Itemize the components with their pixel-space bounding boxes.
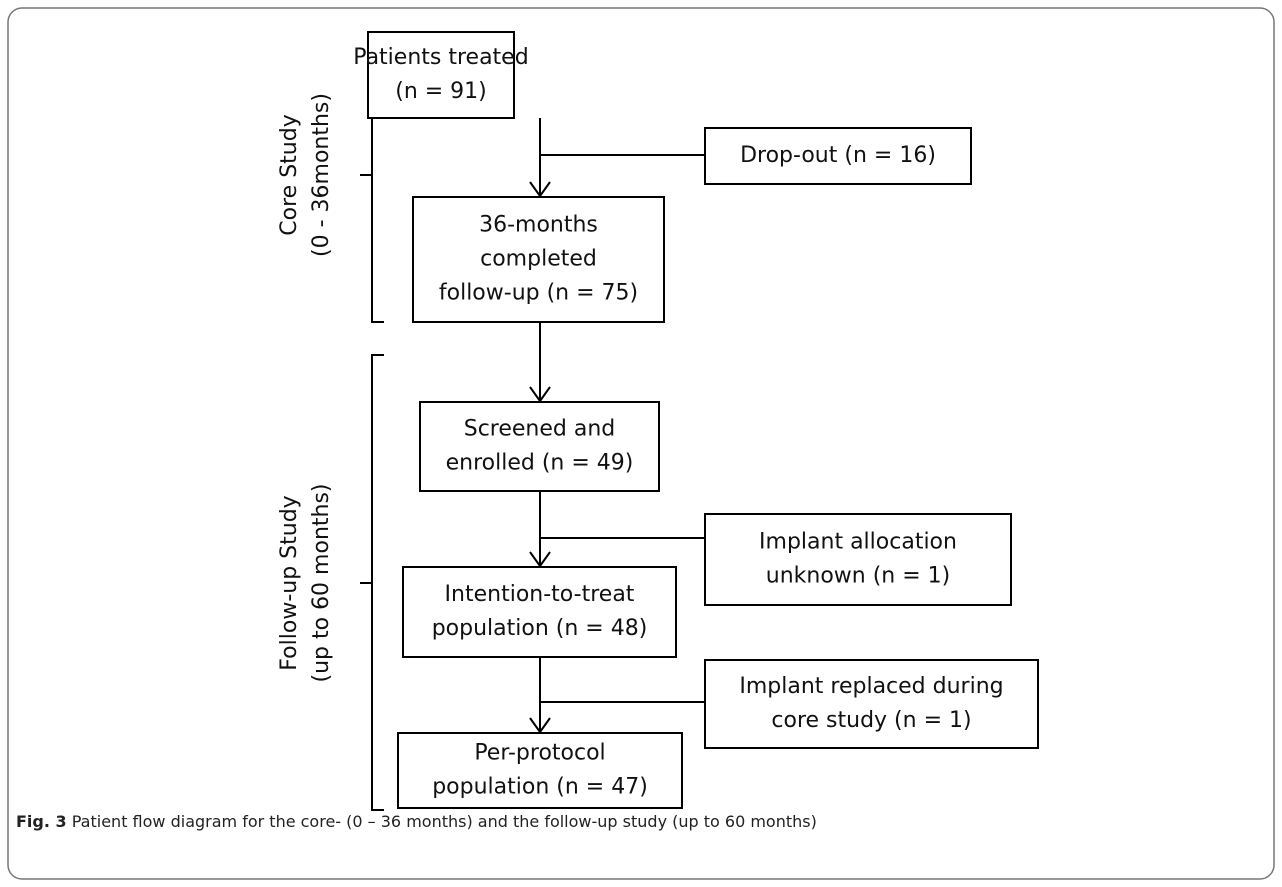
- group-label: Follow-up Study: [277, 495, 302, 670]
- node-label: Intention-to-treat: [445, 582, 635, 607]
- node-box: [704, 659, 1039, 749]
- node-label: population (n = 48): [432, 616, 648, 641]
- node-box: [419, 401, 660, 492]
- node-box: [412, 196, 665, 323]
- node-label: population (n = 47): [432, 775, 648, 800]
- node-label: Patients treated: [353, 45, 528, 70]
- group-label: (0 - 36months): [309, 93, 334, 257]
- node-label: 36-months: [479, 213, 598, 238]
- node-label: Drop-out (n = 16): [740, 143, 936, 168]
- figure-frame: [7, 7, 1275, 880]
- node-label: core study (n = 1): [771, 708, 971, 733]
- caption-label: Fig. 3: [16, 812, 67, 831]
- node-label: follow-up (n = 75): [439, 281, 638, 306]
- node: Intention-to-treat population (n = 48): [402, 566, 677, 658]
- group-label: (up to 60 months): [309, 484, 334, 683]
- node-label: Implant replaced during: [739, 674, 1003, 699]
- node: Per-protocol population (n = 47): [397, 732, 683, 809]
- group-labels: Core Study (0 - 36months) Follow-up Study (…: [277, 93, 334, 682]
- node: 36-months completed follow-up (n = 75): [412, 196, 665, 323]
- group-label: Core Study: [277, 114, 302, 235]
- node: Patients treated (n = 91): [353, 31, 529, 119]
- caption-text: Patient flow diagram for the core- (0 – …: [72, 812, 817, 831]
- node-label: completed: [480, 247, 597, 272]
- node-box: [704, 127, 972, 185]
- caption: Fig. 3 Patient flow diagram for the core…: [16, 812, 817, 831]
- node-box: [402, 566, 677, 658]
- node-label: Screened and: [464, 417, 616, 442]
- node-label: unknown (n = 1): [766, 564, 951, 589]
- boxes: Patients treated (n = 91) Drop-out (n = 16…: [353, 31, 1039, 809]
- node: Implant replaced during core study (n = 1…: [704, 659, 1039, 749]
- node: Drop-out (n = 16): [704, 127, 972, 185]
- node-label: Per-protocol: [474, 741, 605, 766]
- node-label: enrolled (n = 49): [446, 451, 634, 476]
- node-label: Implant allocation: [759, 530, 957, 555]
- brackets: [360, 31, 384, 811]
- node-label: (n = 91): [395, 79, 487, 104]
- node: Screened and enrolled (n = 49): [419, 401, 660, 492]
- node-box: [397, 732, 683, 809]
- node-box: [367, 31, 515, 119]
- node: Implant allocation unknown (n = 1): [704, 513, 1012, 606]
- connectors: [529, 118, 705, 734]
- node-box: [704, 513, 1012, 606]
